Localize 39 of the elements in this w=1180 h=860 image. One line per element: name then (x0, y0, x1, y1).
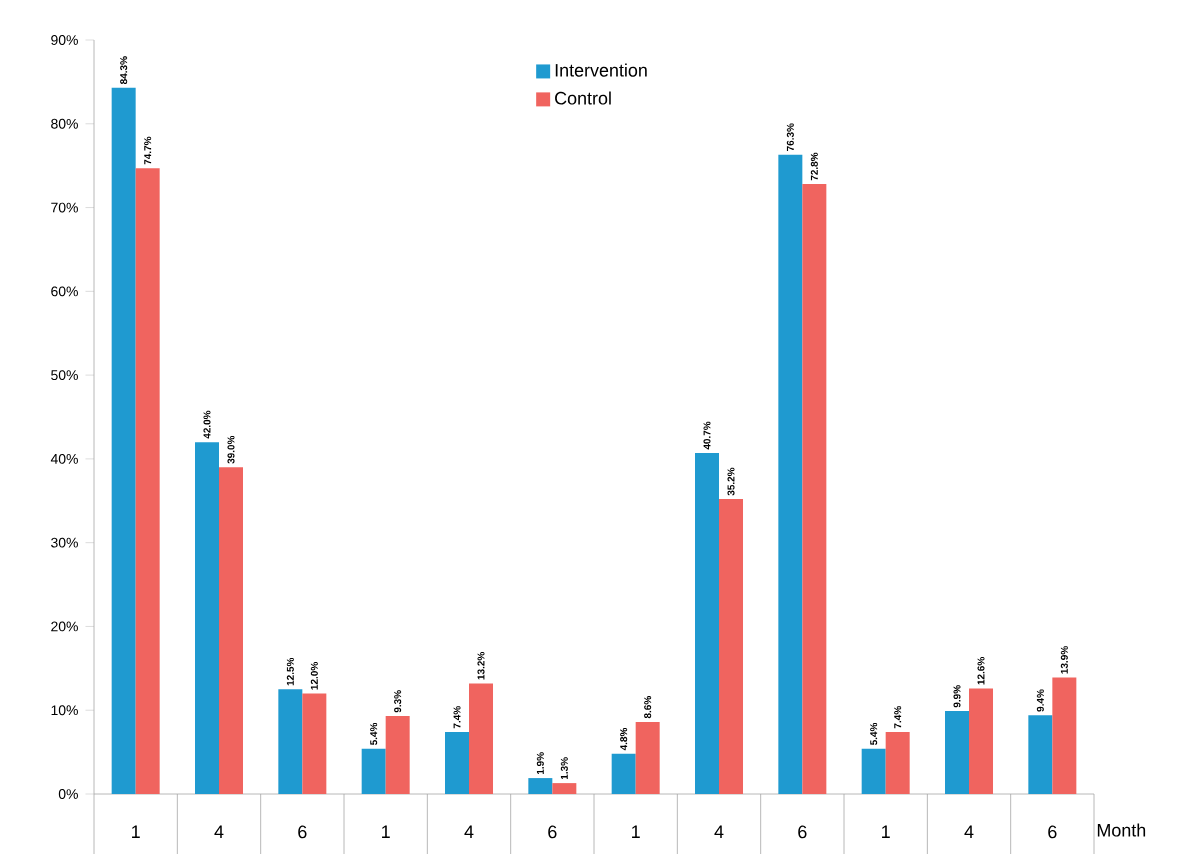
legend-label: Intervention (555, 63, 647, 77)
x-tick-label: 4 (464, 825, 474, 838)
x-tick-label: 4 (214, 825, 224, 838)
bar (802, 184, 827, 794)
bar (885, 732, 910, 794)
bar (469, 683, 494, 794)
bar (1052, 677, 1077, 794)
x-tick-label: 6 (798, 825, 807, 839)
bar (552, 783, 577, 794)
x-tick-label: 6 (548, 825, 557, 839)
bar (278, 689, 303, 794)
legend-label: Control (555, 91, 611, 105)
bar (778, 154, 803, 794)
bar (135, 168, 160, 794)
bar (445, 732, 469, 794)
x-tick-label: 4 (964, 825, 974, 838)
bar (969, 688, 994, 794)
bar (195, 442, 219, 794)
bar (528, 778, 553, 794)
x-tick-label: 1 (632, 825, 640, 838)
bar (719, 499, 744, 794)
bar (635, 721, 660, 794)
bar (861, 748, 886, 794)
bar (302, 693, 327, 794)
x-tick-label: 6 (298, 825, 307, 839)
bar (945, 711, 970, 794)
x-tick-label: 1 (882, 825, 890, 838)
x-tick-label: 4 (714, 825, 724, 838)
bar (1028, 715, 1053, 794)
bar (111, 87, 136, 794)
x-tick-label: 6 (1048, 825, 1057, 839)
bar (611, 753, 636, 794)
x-axis-title: Month (1097, 823, 1146, 837)
x-tick-label: 1 (132, 825, 140, 838)
x-tick-label: 1 (382, 825, 390, 838)
bar (695, 453, 720, 794)
bar (361, 748, 386, 794)
bar (219, 467, 243, 794)
bar (385, 716, 410, 794)
